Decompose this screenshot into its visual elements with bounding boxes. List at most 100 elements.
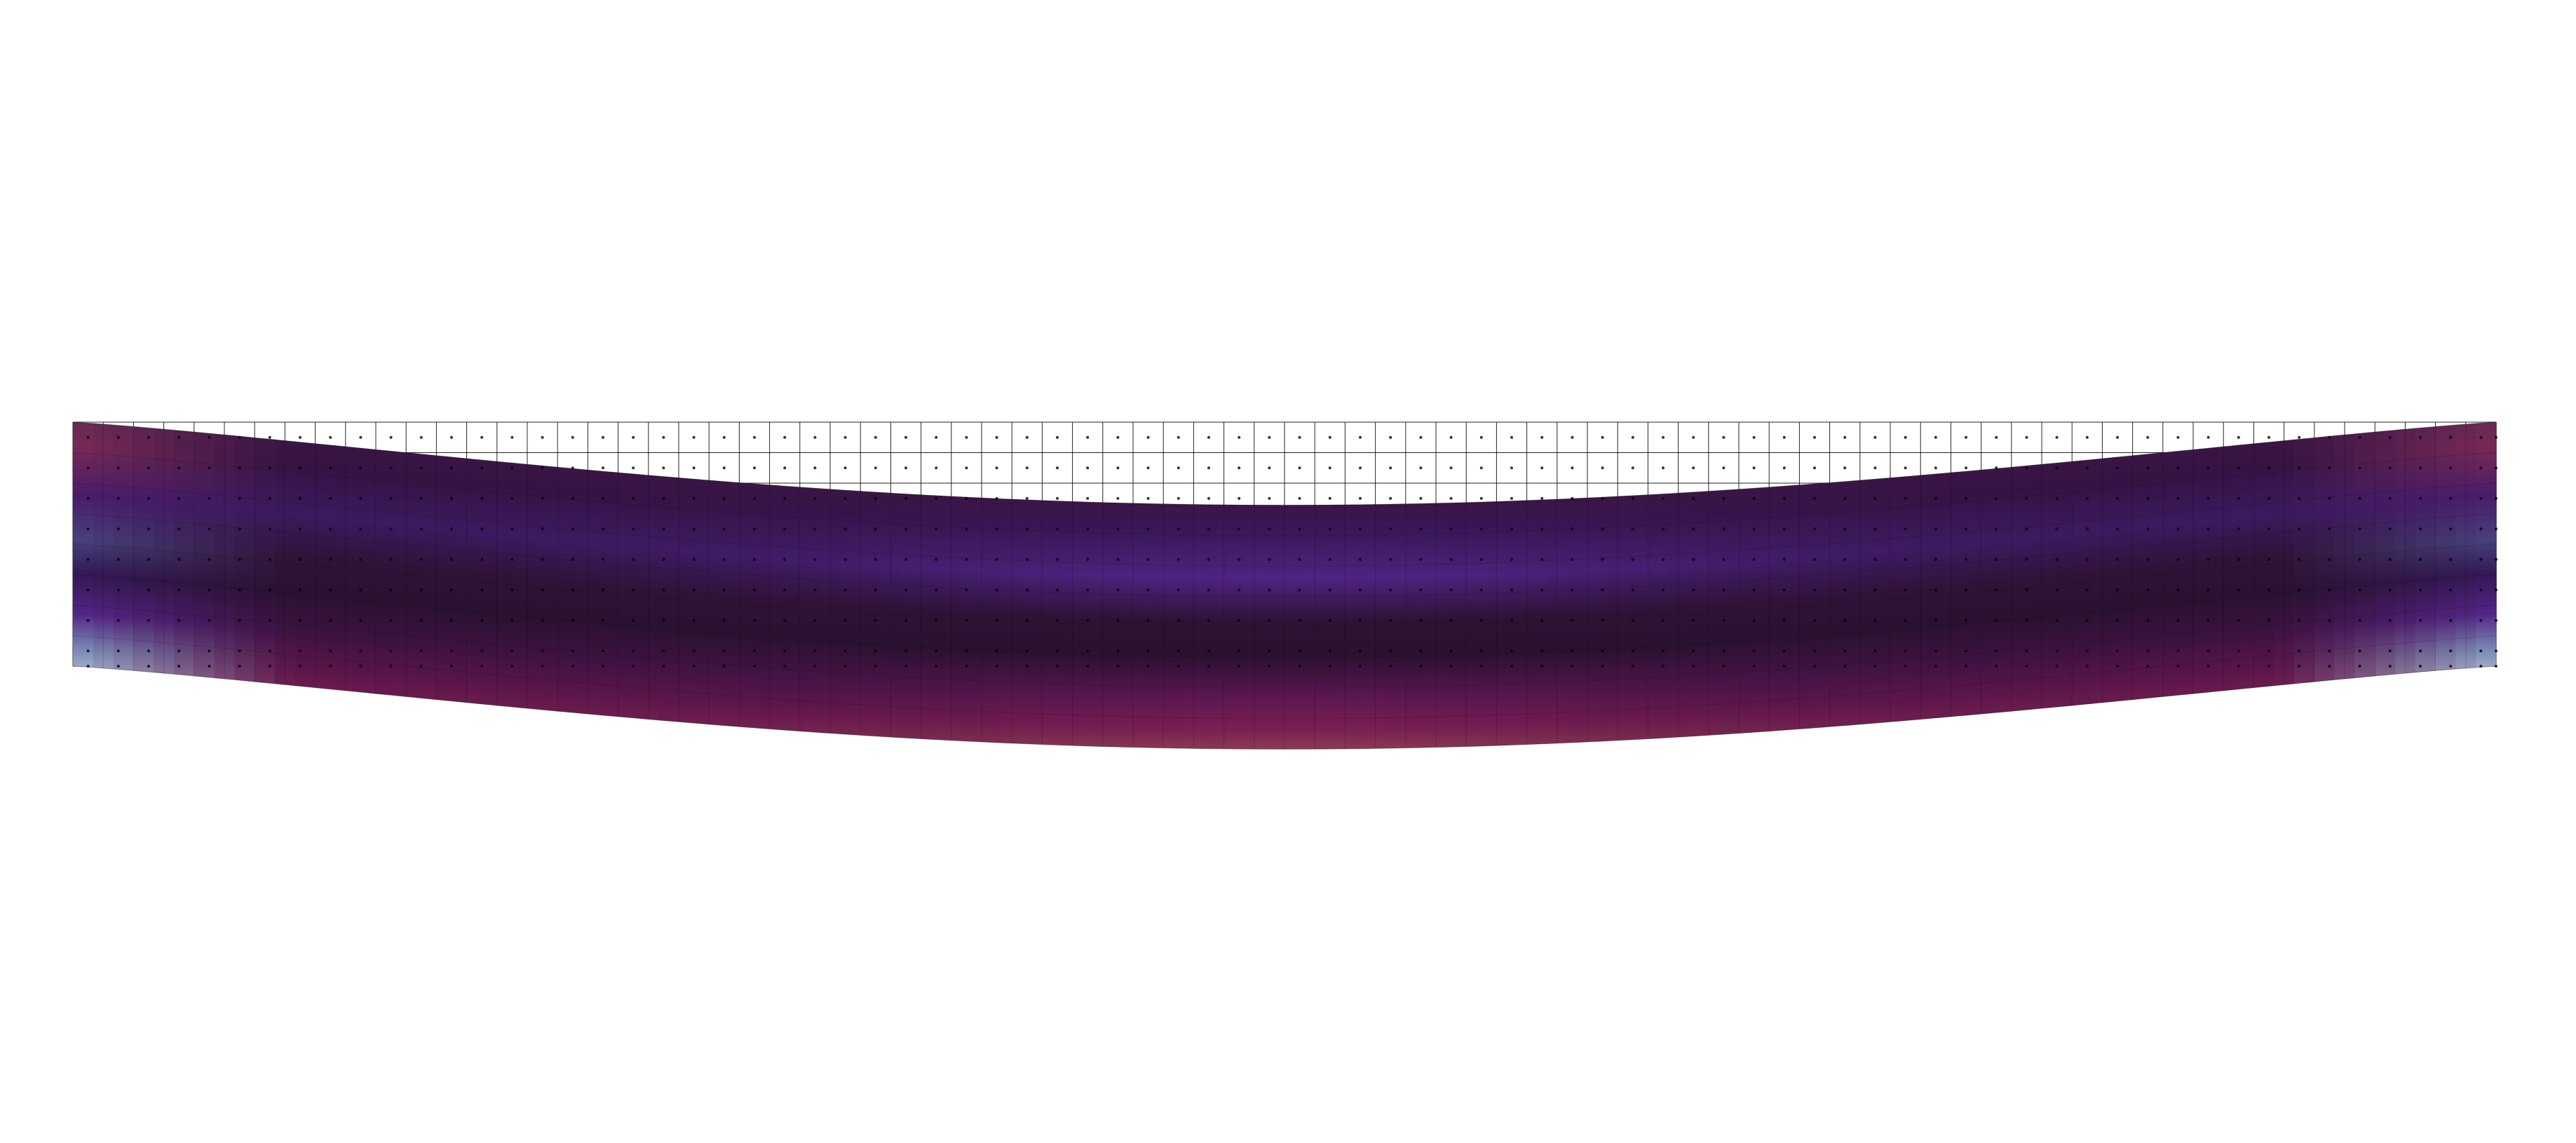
mesh-node xyxy=(1146,618,1150,622)
mesh-node xyxy=(1782,665,1786,668)
mesh-node xyxy=(2479,665,2483,668)
mesh-node xyxy=(1752,496,1756,500)
mesh-node xyxy=(2176,466,2180,470)
mesh-node xyxy=(1207,618,1210,622)
mesh-node xyxy=(2085,649,2089,653)
mesh-node xyxy=(2176,435,2180,439)
mesh-node xyxy=(904,527,907,531)
deformed-element-strip xyxy=(618,473,639,719)
mesh-node xyxy=(2298,527,2301,531)
mesh-node xyxy=(1571,557,1574,561)
mesh-node xyxy=(965,496,968,500)
mesh-node xyxy=(1965,435,1967,439)
mesh-node xyxy=(995,588,998,592)
mesh-node xyxy=(359,649,362,653)
deformed-element-strip xyxy=(820,488,841,734)
mesh-node xyxy=(1843,588,1847,592)
mesh-node xyxy=(1116,496,1120,500)
mesh-node xyxy=(1752,527,1756,531)
mesh-node xyxy=(2116,665,2119,668)
mesh-node xyxy=(299,588,301,592)
mesh-node xyxy=(238,557,241,561)
mesh-node xyxy=(1146,588,1150,592)
mesh-node xyxy=(2479,496,2483,500)
mesh-node xyxy=(602,588,604,592)
mesh-node xyxy=(147,435,150,439)
mesh-node xyxy=(722,588,726,592)
mesh-node xyxy=(1056,665,1059,668)
mesh-node xyxy=(632,496,635,500)
mesh-node xyxy=(2419,649,2422,653)
deformed-mesh-horizontal xyxy=(72,574,2497,658)
mesh-node xyxy=(541,588,544,592)
mesh-node xyxy=(2449,618,2453,622)
deformed-mesh-horizontal xyxy=(72,543,2497,628)
mesh-node xyxy=(1056,435,1059,439)
mesh-node xyxy=(329,618,332,622)
mesh-node xyxy=(1086,557,1090,561)
mesh-node xyxy=(1995,496,1998,500)
mesh-node xyxy=(329,649,332,653)
mesh-node xyxy=(2449,435,2453,439)
mesh-node xyxy=(2479,557,2483,561)
mesh-node xyxy=(1995,557,1998,561)
deformed-element-strip xyxy=(1466,501,1487,747)
mesh-node xyxy=(450,618,453,622)
mesh-node xyxy=(2025,665,2028,668)
mesh-node xyxy=(2176,496,2180,500)
deformed-element-strip xyxy=(1850,479,1871,726)
deformed-element-strip xyxy=(2435,424,2457,671)
mesh-node xyxy=(1571,649,1574,653)
mesh-node xyxy=(843,527,847,531)
mesh-node xyxy=(208,618,211,622)
mesh-node xyxy=(1540,466,1544,470)
mesh-node xyxy=(1298,649,1301,653)
deformed-element-strip xyxy=(355,447,377,694)
mesh-node xyxy=(783,527,787,531)
mesh-node xyxy=(208,665,211,668)
mesh-node xyxy=(1328,435,1331,439)
mesh-node xyxy=(2267,557,2270,561)
mesh-node xyxy=(450,588,453,592)
mesh-node xyxy=(1782,496,1786,500)
mesh-node xyxy=(177,527,181,531)
mesh-node xyxy=(2146,527,2150,531)
mesh-node xyxy=(1328,665,1331,668)
mesh-node xyxy=(1752,557,1756,561)
mesh-node xyxy=(2237,435,2240,439)
mesh-node xyxy=(662,618,665,622)
mesh-node xyxy=(602,527,604,531)
mesh-node xyxy=(1116,435,1120,439)
mesh-node xyxy=(238,435,241,439)
mesh-node xyxy=(2206,435,2210,439)
mesh-node xyxy=(2237,588,2240,592)
mesh-node xyxy=(2146,435,2150,439)
mesh-node xyxy=(1662,588,1665,592)
deformed-element-strip xyxy=(1930,473,1952,719)
mesh-node xyxy=(632,435,635,439)
mesh-node xyxy=(1540,557,1544,561)
mesh-node xyxy=(1177,466,1180,470)
mesh-node xyxy=(2116,496,2119,500)
mesh-node xyxy=(359,496,362,500)
mesh-node xyxy=(753,649,756,653)
mesh-node xyxy=(1328,466,1331,470)
mesh-node xyxy=(1995,665,1998,668)
mesh-node xyxy=(86,618,90,622)
mesh-node xyxy=(268,665,271,668)
mesh-node xyxy=(510,435,514,439)
mesh-node xyxy=(1510,435,1513,439)
mesh-node xyxy=(2358,527,2361,531)
mesh-node xyxy=(450,496,453,500)
mesh-node xyxy=(299,435,301,439)
mesh-nodes xyxy=(86,435,2497,668)
mesh-node xyxy=(935,665,938,668)
deformed-element-strip xyxy=(941,496,962,741)
mesh-node xyxy=(1722,618,1726,622)
mesh-node xyxy=(389,435,393,439)
mesh-node xyxy=(480,649,484,653)
mesh-node xyxy=(1268,557,1271,561)
mesh-node xyxy=(1025,496,1029,500)
deformed-element-strip xyxy=(194,432,215,678)
mesh-node xyxy=(843,557,847,561)
